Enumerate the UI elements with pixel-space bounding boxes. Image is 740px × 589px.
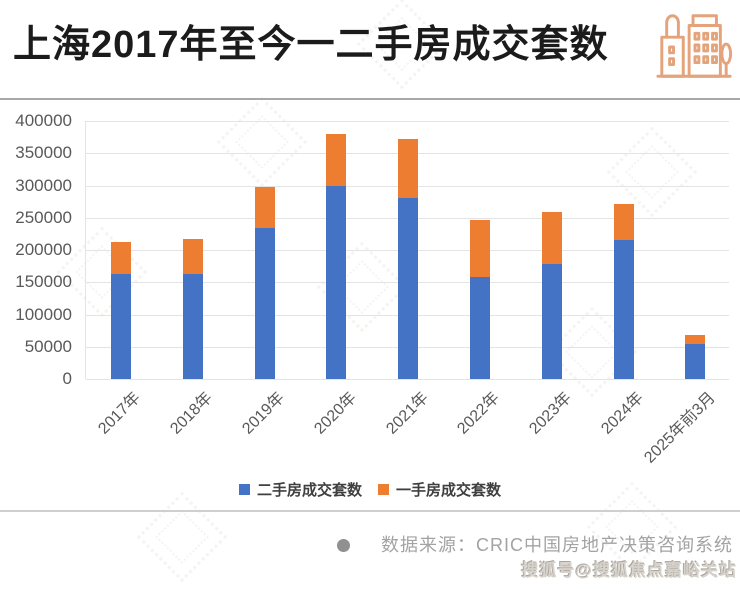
bar-segment-secondhand [182, 273, 203, 379]
buildings-icon [656, 14, 733, 78]
plot-area [85, 121, 729, 380]
bar-segment-secondhand [685, 344, 706, 379]
bar-segment-newhome [398, 139, 419, 199]
bar-segment-newhome [613, 203, 634, 240]
y-axis-tick-label: 0 [62, 369, 72, 388]
x-axis-tick-label: 2021年 [382, 389, 432, 438]
bar-group [613, 203, 634, 379]
source-bullet-icon [337, 539, 350, 552]
legend-label: 一手房成交套数 [396, 482, 502, 499]
page-title: 上海2017年至今一二手房成交套数 [13, 24, 609, 66]
y-axis: 0 50000 100000 150000 200000 250000 300000 3500… [0, 111, 78, 388]
bar-segment-newhome [111, 241, 131, 274]
bar-segment-newhome [326, 133, 347, 186]
gridline [86, 379, 729, 380]
header-divider [0, 98, 740, 100]
x-axis-tick-label: 2024年 [598, 389, 647, 438]
footer-divider [0, 510, 740, 512]
bar-segment-secondhand [111, 273, 131, 379]
bar-segment-newhome [541, 211, 562, 264]
y-axis-tick-label: 250000 [15, 207, 72, 227]
y-axis-tick-label: 300000 [15, 175, 72, 195]
bar-segment-secondhand [326, 185, 347, 379]
bar-segment-newhome [470, 220, 490, 278]
bar-group [398, 139, 419, 379]
bar-segment-secondhand [541, 263, 562, 379]
y-axis-tick-label: 100000 [15, 304, 72, 324]
bar-segment-newhome [254, 186, 275, 229]
bar-segment-secondhand [470, 277, 490, 379]
bar-group [111, 241, 131, 379]
x-axis-tick-label: 2018年 [167, 389, 217, 438]
bar-segment-newhome [182, 239, 203, 274]
legend-swatch-icon [378, 484, 389, 495]
bar-segment-secondhand [254, 228, 275, 379]
bar-group [182, 239, 203, 379]
bar-group [685, 334, 706, 379]
gridline [86, 121, 729, 122]
legend-label: 二手房成交套数 [256, 482, 362, 499]
x-axis-tick-label: 2020年 [311, 389, 360, 438]
bar-group [470, 220, 490, 379]
x-axis-tick-label: 2022年 [454, 389, 504, 438]
y-axis-tick-label: 50000 [24, 336, 72, 356]
diamond-watermark-icon [136, 491, 228, 583]
bar-group [541, 211, 562, 379]
legend-swatch-icon [238, 484, 250, 495]
bar-group [254, 186, 275, 379]
x-axis-tick-label: 2025年前3月 [641, 389, 719, 467]
bar-segment-secondhand [613, 239, 634, 379]
data-source-text: 数据来源：CRIC中国房地产决策咨询系统 [381, 535, 733, 555]
sohu-watermark-text: 搜狐号@搜狐焦点嘉峪关站 [521, 561, 737, 580]
bar-group [326, 133, 347, 379]
legend-item: 二手房成交套数 [238, 479, 362, 500]
x-axis-tick-label: 2017年 [95, 389, 145, 438]
legend-item: 一手房成交套数 [378, 479, 501, 500]
y-axis-tick-label: 150000 [15, 272, 72, 292]
bar-segment-secondhand [398, 198, 419, 379]
x-axis-tick-label: 2023年 [526, 389, 576, 438]
bar-segment-newhome [685, 334, 706, 345]
y-axis-tick-label: 350000 [15, 143, 72, 163]
y-axis-tick-label: 200000 [15, 240, 72, 259]
legend: 二手房成交套数 一手房成交套数 [0, 479, 740, 500]
y-axis-tick-label: 400000 [15, 111, 72, 130]
x-axis-tick-label: 2019年 [239, 389, 288, 438]
